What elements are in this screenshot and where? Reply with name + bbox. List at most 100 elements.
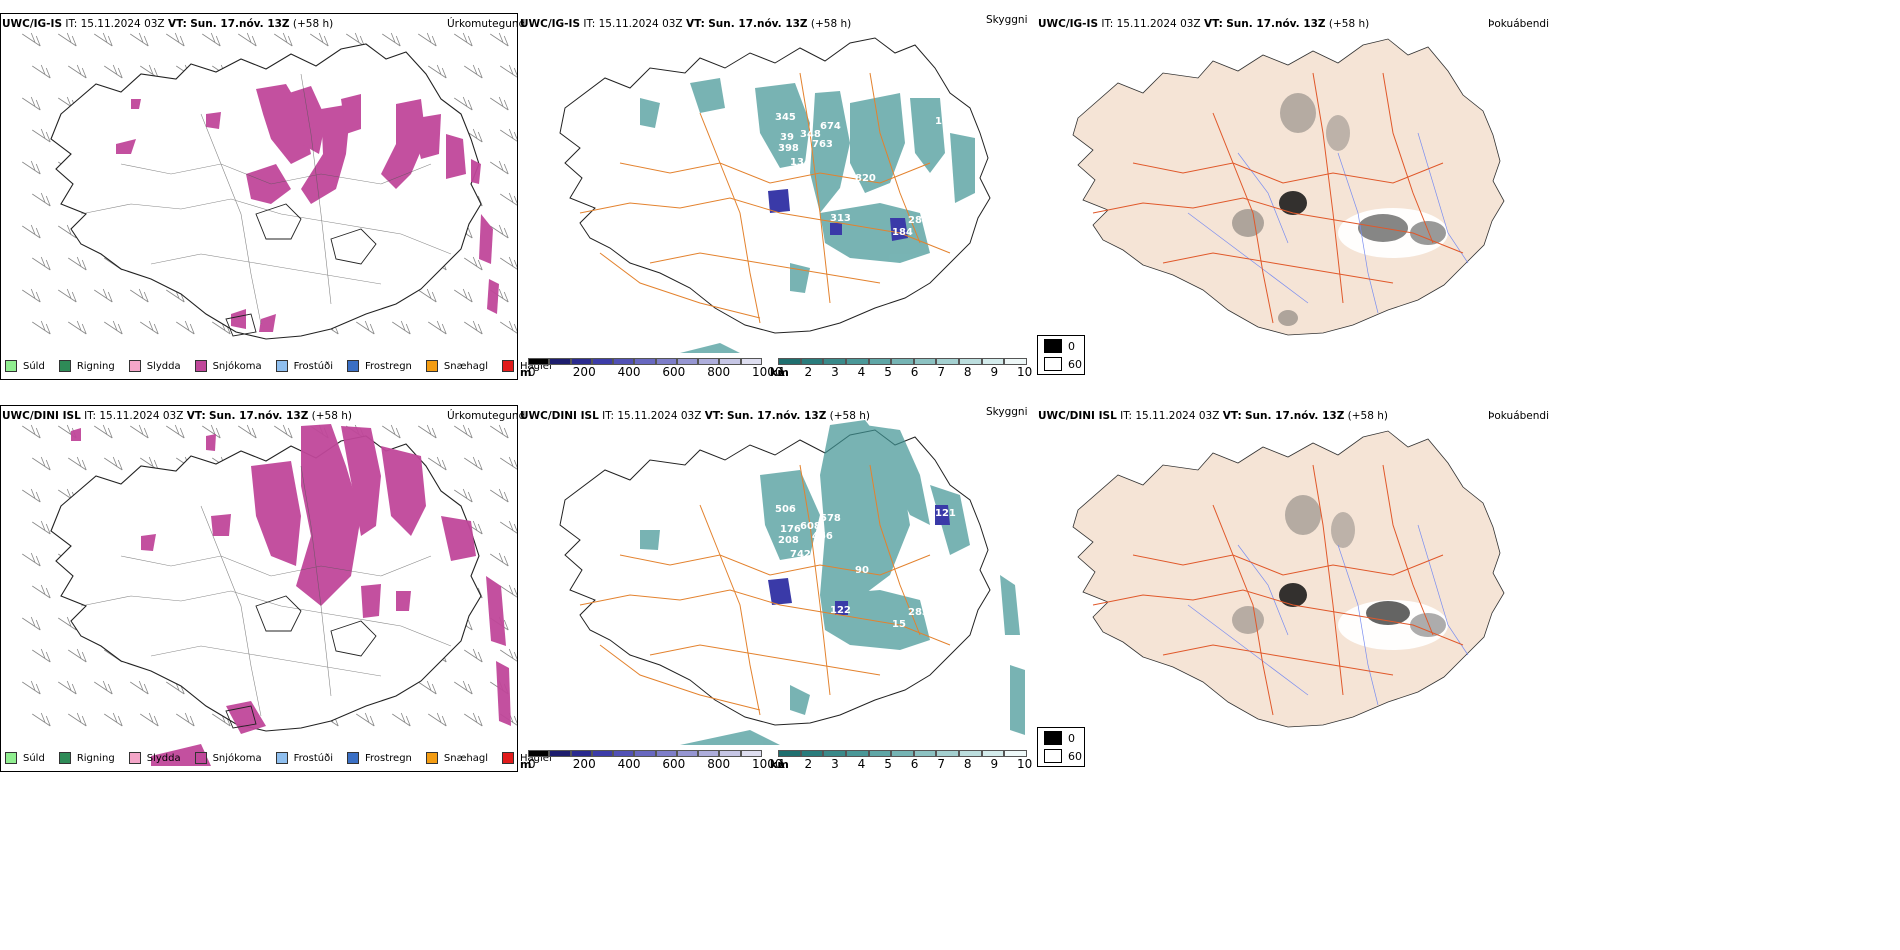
roads [1092,72,1464,324]
colorbar-swatch [959,358,982,365]
model-name: UWC/IG-IS [520,18,581,30]
colorbar-tick-label: 7 [937,365,945,379]
model-name: UWC/DINI ISL [520,410,599,422]
roads [579,72,951,324]
colorbar-swatch [740,750,762,757]
legend-swatch [347,360,359,372]
colorbar-tick-label: 400 [617,365,641,379]
legend-label: Slydda [146,752,181,764]
fog-map-row2 [1072,430,1505,728]
fog-shading [1232,495,1448,650]
colorbar-swatch [634,358,656,365]
precip-legend-row2: Súld Rigning Slydda Snjókoma Frostúði Frostre… [5,752,566,764]
fog-legend-swatch [1044,731,1062,745]
colorbar-tick-label: 3 [831,365,839,379]
colorbar-swatch [800,358,824,365]
colorbar-tick-label: 6 [910,757,919,771]
legend-swatch [5,752,17,764]
it-value: 15.11.2024 03Z [99,410,184,422]
legend-swatch [128,752,141,764]
fog-legend-swatch [1044,749,1062,763]
colorbar-tick-label: 4 [857,757,866,771]
it-value: 15.11.2024 03Z [80,18,165,30]
colorbar-swatch [549,750,571,757]
fog-map-row1 [1072,38,1505,336]
vt-value: Sun. 17.nóv. 13Z [727,410,827,422]
legend-swatch [58,752,71,764]
colorbar-swatch [1004,358,1027,365]
colorbar-tick-label: 0 [528,757,536,771]
colorbar-swatch [676,750,699,757]
fog-legend-label: 0 [1068,731,1075,745]
vt-label: VT: [1203,18,1223,30]
legend-swatch [275,360,288,372]
cloud-panel-row2: 506 176 608 578 456 208 742 90 121 122 15 283 m 0 200… [520,405,1035,772]
colorbar-swatch [913,750,937,757]
legend-label: Rigning [76,752,115,764]
colorbar-swatch [740,358,762,365]
colorbar-tick-label: 600 [662,365,686,379]
colorbar-unit: m [520,758,532,771]
precip-title-row1: Úrkomutegund [447,18,526,30]
fog-panel-row1 [1038,13,1558,353]
cloud-base-label: 608 [800,521,821,532]
legend-swatch [128,360,141,372]
iceland-land [1072,430,1505,728]
colorbar-swatch [570,750,592,757]
legend-label: Snæhagl [443,752,489,764]
colorbar-swatch [676,358,699,365]
precip-title-row2: Úrkomutegund [447,410,526,422]
legend-label: Slydda [146,360,181,372]
colorbar-swatch [549,358,571,365]
colorbar-swatch [613,750,635,757]
legend-item-3: Snjókoma [194,360,262,372]
colorbar-tick-label: 400 [617,757,641,771]
colorbar-tick-label: 200 [572,365,596,379]
header-row2-fog: UWC/DINI ISL IT: 15.11.2024 03Z VT: Sun.… [1038,410,1388,422]
cloudbase-patches [768,505,950,615]
colorbar-swatch [936,358,960,365]
legend-label: Haglél [520,360,552,372]
colorbar-swatch [891,358,914,365]
it-label: IT: [65,18,78,30]
legend-item-0: Súld [5,752,45,764]
colorbar-unit: m [520,366,532,379]
colorbar-swatch [719,358,741,365]
fog-legend-item: 60 [1044,749,1082,763]
it-label: IT: [1120,410,1133,422]
legend-swatch [502,752,515,764]
cloud-base-label: 122 [830,605,851,616]
cloud-base-label: 283 [908,607,929,618]
lead-time: (+58 h) [1328,18,1370,30]
fog-legend-swatch [1044,357,1062,371]
iceland-land [1072,38,1505,336]
legend-item-2: Slydda [128,360,181,372]
legend-swatch [502,360,515,372]
precip-map-row2 [22,424,517,766]
lead-time: (+58 h) [292,18,334,30]
fog-legend-label: 60 [1068,749,1082,763]
legend-label: Snjókoma [212,360,262,372]
fog-title-row1: Þokuábendi [1488,18,1549,30]
cloudbase-patches [768,189,908,241]
roads [80,465,452,717]
legend-swatch [425,360,438,372]
cloud-base-label: 742 [790,549,811,560]
cloud-base-label: 313 [830,213,851,224]
header-row1-fog: UWC/IG-IS IT: 15.11.2024 03Z VT: Sun. 17… [1038,18,1369,30]
legend-label: Snæhagl [443,360,489,372]
colorbar-tick-label: 8 [963,365,972,379]
roads [1092,464,1464,716]
colorbar-swatch [634,750,656,757]
colorbar-tick-label: 5 [884,365,892,379]
colorbar-swatch [800,750,824,757]
fog-legend-label: 60 [1068,357,1082,371]
fog-legend-row1: 0 60 [1037,335,1085,375]
colorbar-tick-label: 800 [707,365,731,379]
glacier-outline [225,595,377,729]
it-label: IT: [1101,18,1114,30]
fog-panel-row2 [1038,405,1558,745]
